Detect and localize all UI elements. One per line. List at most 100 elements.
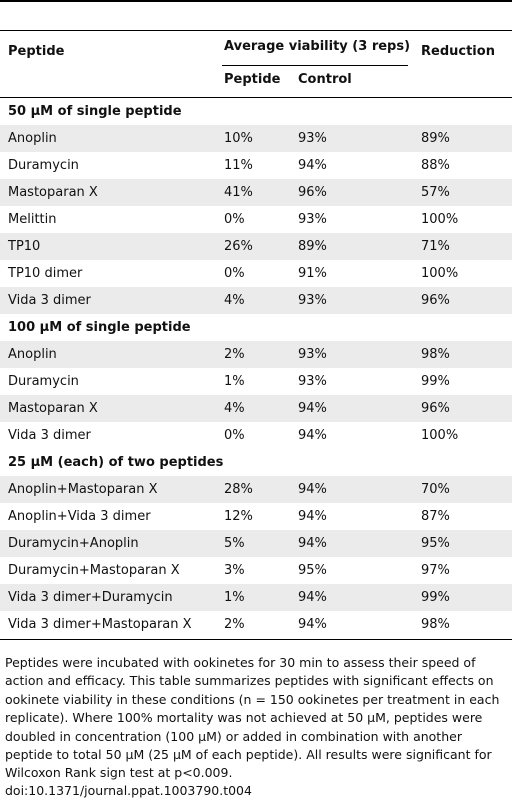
table-cell: 96% [421, 401, 450, 416]
rule [0, 30, 512, 31]
table-cell: 100% [421, 428, 459, 443]
table-cell: 26% [224, 239, 253, 254]
doi: doi:10.1371/journal.ppat.1003790.t004 [5, 783, 252, 798]
table-cell: 87% [421, 509, 450, 524]
table-cell: 96% [298, 185, 327, 200]
table-cell: TP10 [8, 239, 41, 254]
table-cell: 100% [421, 212, 459, 227]
table-cell: 93% [298, 293, 327, 308]
table-row: Mastoparan X 4% 94% 96% [0, 395, 512, 422]
table-cell: Anoplin+Vida 3 dimer [8, 509, 151, 524]
table-cell: Melittin [8, 212, 57, 227]
table-row: Vida 3 dimer+Mastoparan X 2% 94% 98% [0, 611, 512, 638]
table-cell: 99% [421, 374, 450, 389]
header-cell: Control [298, 72, 352, 87]
table-cell: 2% [224, 347, 245, 362]
table-row: TP10 26% 89% 71% [0, 233, 512, 260]
table-cell: 1% [224, 374, 245, 389]
table-row: Melittin 0% 93% 100% [0, 206, 512, 233]
table-cell: 41% [224, 185, 253, 200]
table-row: Vida 3 dimer+Duramycin 1% 94% 99% [0, 584, 512, 611]
table-cell: 95% [421, 536, 450, 551]
rule [222, 65, 408, 66]
table-row: TP10 dimer 0% 91% 100% [0, 260, 512, 287]
table-cell: 4% [224, 401, 245, 416]
table-row: Duramycin+Anoplin 5% 94% 95% [0, 530, 512, 557]
footnote: Peptides were incubated with ookinetes f… [5, 655, 500, 781]
table-cell: Mastoparan X [8, 185, 98, 200]
table-row: Mastoparan X 41% 96% 57% [0, 179, 512, 206]
table-cell: 4% [224, 293, 245, 308]
header-group: Average viability (3 reps) [224, 39, 411, 54]
table-cell: 94% [298, 428, 327, 443]
table-row: Duramycin 1% 93% 99% [0, 368, 512, 395]
table-row: Vida 3 dimer 0% 94% 100% [0, 422, 512, 449]
table-cell: Duramycin+Mastoparan X [8, 563, 180, 578]
table-cell: 71% [421, 239, 450, 254]
rule [0, 97, 512, 98]
table-cell: 0% [224, 428, 245, 443]
table-cell: 10% [224, 131, 253, 146]
table-cell: 100% [421, 266, 459, 281]
table-cell: 3% [224, 563, 245, 578]
table-cell: 99% [421, 590, 450, 605]
table-row: Anoplin+Vida 3 dimer 12% 94% 87% [0, 503, 512, 530]
table-row: Duramycin+Mastoparan X 3% 95% 97% [0, 557, 512, 584]
table-cell: 1% [224, 590, 245, 605]
table-cell: Mastoparan X [8, 401, 98, 416]
table-cell: 88% [421, 158, 450, 173]
table-cell: 93% [298, 347, 327, 362]
table-cell: 97% [421, 563, 450, 578]
table-cell: Anoplin [8, 131, 57, 146]
table-cell: 94% [298, 401, 327, 416]
table-cell: 94% [298, 590, 327, 605]
table-row: Vida 3 dimer 4% 93% 96% [0, 287, 512, 314]
table-cell: 2% [224, 617, 245, 632]
table-cell: 94% [298, 536, 327, 551]
table-cell: 28% [224, 482, 253, 497]
table-cell: 5% [224, 536, 245, 551]
table-cell: 12% [224, 509, 253, 524]
header-cell: Peptide [8, 44, 65, 59]
section-title: 50 µM of single peptide [8, 104, 182, 119]
table-cell: 0% [224, 212, 245, 227]
table-cell: 98% [421, 347, 450, 362]
table-cell: Duramycin [8, 158, 79, 173]
table-cell: 57% [421, 185, 450, 200]
table-cell: Anoplin [8, 347, 57, 362]
table-cell: 94% [298, 158, 327, 173]
table-cell: 70% [421, 482, 450, 497]
table-cell: 93% [298, 212, 327, 227]
table-cell: 95% [298, 563, 327, 578]
section-title: 25 µM (each) of two peptides [8, 455, 224, 470]
table-row: Anoplin+Mastoparan X 28% 94% 70% [0, 476, 512, 503]
table-cell: 89% [298, 239, 327, 254]
table-cell: 94% [298, 482, 327, 497]
table-cell: 94% [298, 617, 327, 632]
table-cell: 91% [298, 266, 327, 281]
table-cell: 0% [224, 266, 245, 281]
rule [0, 0, 512, 2]
table-cell: 98% [421, 617, 450, 632]
header-cell: Reduction [421, 44, 495, 59]
header-cell: Peptide [224, 72, 281, 87]
table-cell: Vida 3 dimer [8, 293, 91, 308]
table-row: Anoplin 2% 93% 98% [0, 341, 512, 368]
section-row: 100 µM of single peptide [0, 314, 512, 341]
table-cell: 96% [421, 293, 450, 308]
table-cell: Duramycin+Anoplin [8, 536, 139, 551]
table-cell: Vida 3 dimer [8, 428, 91, 443]
section-title: 100 µM of single peptide [8, 320, 191, 335]
table-cell: 93% [298, 131, 327, 146]
table-cell: 93% [298, 374, 327, 389]
rule [0, 639, 512, 640]
table-cell: 11% [224, 158, 253, 173]
section-row: 25 µM (each) of two peptides [0, 449, 512, 476]
table-row: Anoplin 10% 93% 89% [0, 125, 512, 152]
table-cell: Anoplin+Mastoparan X [8, 482, 158, 497]
table-row: Duramycin 11% 94% 88% [0, 152, 512, 179]
table-cell: 94% [298, 509, 327, 524]
table-cell: Vida 3 dimer+Mastoparan X [8, 617, 192, 632]
section-row: 50 µM of single peptide [0, 98, 512, 125]
